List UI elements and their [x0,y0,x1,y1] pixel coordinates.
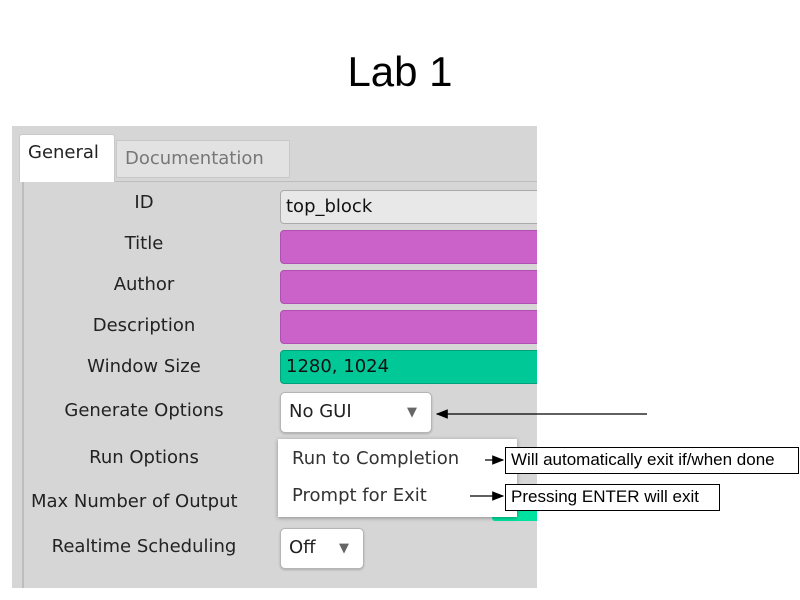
tab-content-frame [22,181,537,588]
realtime-scheduling-label: Realtime Scheduling [51,536,237,557]
run-options-menu: Run to Completion Prompt for Exit [278,439,517,517]
menu-item-prompt-for-exit[interactable]: Prompt for Exit [292,485,427,506]
properties-panel: General Documentation ID top_block Title… [12,126,537,588]
chevron-down-icon: ▼ [407,405,417,420]
run-options-label: Run Options [89,447,199,468]
max-output-label: Max Number of Output [31,491,238,512]
description-label: Description [92,315,196,336]
title-label: Title [124,233,164,254]
generate-options-dropdown[interactable]: No GUI ▼ [280,392,432,433]
title-field[interactable] [280,230,537,264]
annotation-run-to-completion: Will automatically exit if/when done [505,447,799,474]
annotation-prompt-for-exit: Pressing ENTER will exit [505,484,720,511]
window-size-field[interactable]: 1280, 1024 [280,350,537,384]
generate-options-value: No GUI [289,401,352,422]
author-label: Author [113,274,175,295]
window-size-label: Window Size [87,356,201,377]
chevron-down-icon: ▼ [339,541,349,556]
menu-item-run-to-completion[interactable]: Run to Completion [292,448,460,469]
generate-options-label: Generate Options [64,400,224,421]
tab-documentation[interactable]: Documentation [116,140,290,178]
id-label: ID [134,192,154,213]
id-field[interactable]: top_block [280,190,537,224]
author-field[interactable] [280,270,537,304]
description-field[interactable] [280,310,537,344]
slide-title: Lab 1 [347,48,453,95]
realtime-scheduling-value: Off [289,537,316,558]
tab-general[interactable]: General [19,134,115,182]
realtime-scheduling-dropdown[interactable]: Off ▼ [280,528,364,569]
